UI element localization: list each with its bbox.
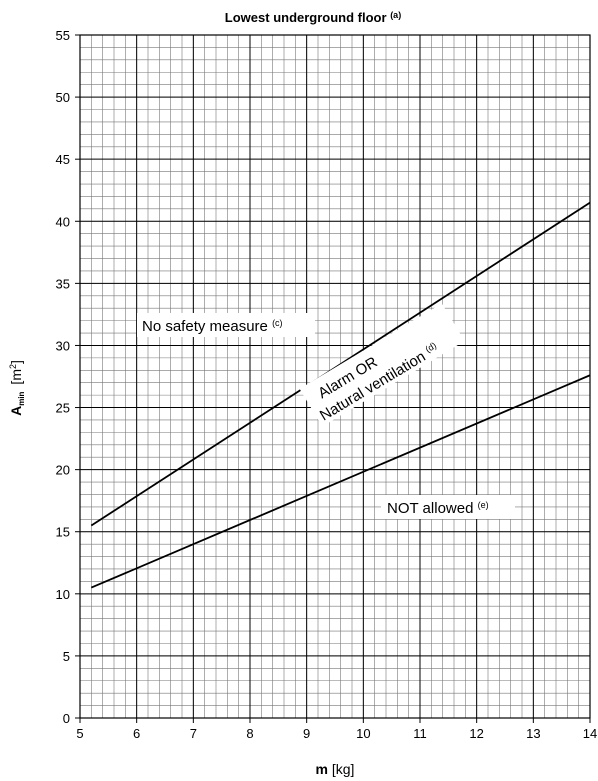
x-tick-label: 5 — [76, 726, 83, 741]
series-line-2 — [90, 374, 591, 589]
series-line-1 — [90, 201, 591, 527]
svg-text:NOT allowed (e): NOT allowed (e) — [387, 500, 489, 517]
annotation-not-allowed-text: NOT allowed — [387, 500, 473, 517]
y-axis-label-unit-end: ] — [8, 360, 24, 364]
annotation-not-allowed: NOT allowed (e) — [381, 495, 515, 519]
y-tick-label: 20 — [56, 463, 70, 478]
x-tick-label: 11 — [413, 726, 427, 741]
y-tick-label: 10 — [56, 587, 70, 602]
annotation-no-safety-measure-note: (c) — [272, 318, 283, 328]
y-tick-label: 35 — [56, 276, 70, 291]
y-tick-label: 55 — [56, 28, 70, 43]
y-tick-label: 15 — [56, 525, 70, 540]
x-tick-label: 13 — [526, 726, 540, 741]
x-tick-label: 9 — [303, 726, 310, 741]
x-axis-label-unit: [kg] — [332, 761, 355, 777]
y-tick-label: 25 — [56, 401, 70, 416]
y-axis-label-unit-sup: 2 — [8, 364, 18, 369]
x-axis-label: m [kg] — [316, 761, 355, 777]
annotation-no-safety-measure: No safety measure (c) — [137, 313, 315, 337]
series-lines — [90, 201, 591, 589]
y-tick-label: 0 — [63, 711, 70, 726]
y-axis-label-unit: [m — [8, 369, 24, 385]
x-tick-label: 7 — [190, 726, 197, 741]
y-tick-labels: 0 5 10 15 20 25 30 35 40 45 50 55 — [56, 28, 80, 726]
annotation-not-allowed-note: (e) — [478, 500, 489, 510]
x-tick-label: 12 — [469, 726, 483, 741]
annotation-alarm-or-ventilation: Alarm OR Natural ventilation (d) — [299, 303, 465, 427]
chart-title-note: (a) — [390, 10, 401, 20]
y-tick-label: 5 — [63, 649, 70, 664]
y-tick-label: 30 — [56, 338, 70, 353]
chart-title-text: Lowest underground floor — [225, 10, 387, 25]
svg-text:No safety measure (c): No safety measure (c) — [142, 318, 283, 335]
y-tick-label: 50 — [56, 90, 70, 105]
x-tick-label: 6 — [133, 726, 140, 741]
x-axis-label-main: m — [316, 761, 328, 777]
x-tick-label: 10 — [356, 726, 370, 741]
plot-frame — [79, 34, 591, 719]
annotation-natural-ventilation-note: (d) — [423, 340, 438, 354]
y-tick-label: 45 — [56, 152, 70, 167]
x-tick-label: 8 — [246, 726, 253, 741]
y-axis-label-sub: min — [17, 391, 26, 405]
chart-title: Lowest underground floor (a) — [225, 10, 401, 25]
y-axis-label: Amin [m2] — [8, 360, 26, 416]
y-axis-label-main: A — [8, 406, 24, 416]
x-tick-label: 14 — [583, 726, 597, 741]
annotation-no-safety-measure-text: No safety measure — [142, 318, 268, 335]
x-tick-labels: 5 6 7 8 9 10 11 12 13 14 — [76, 718, 597, 741]
y-tick-label: 40 — [56, 214, 70, 229]
